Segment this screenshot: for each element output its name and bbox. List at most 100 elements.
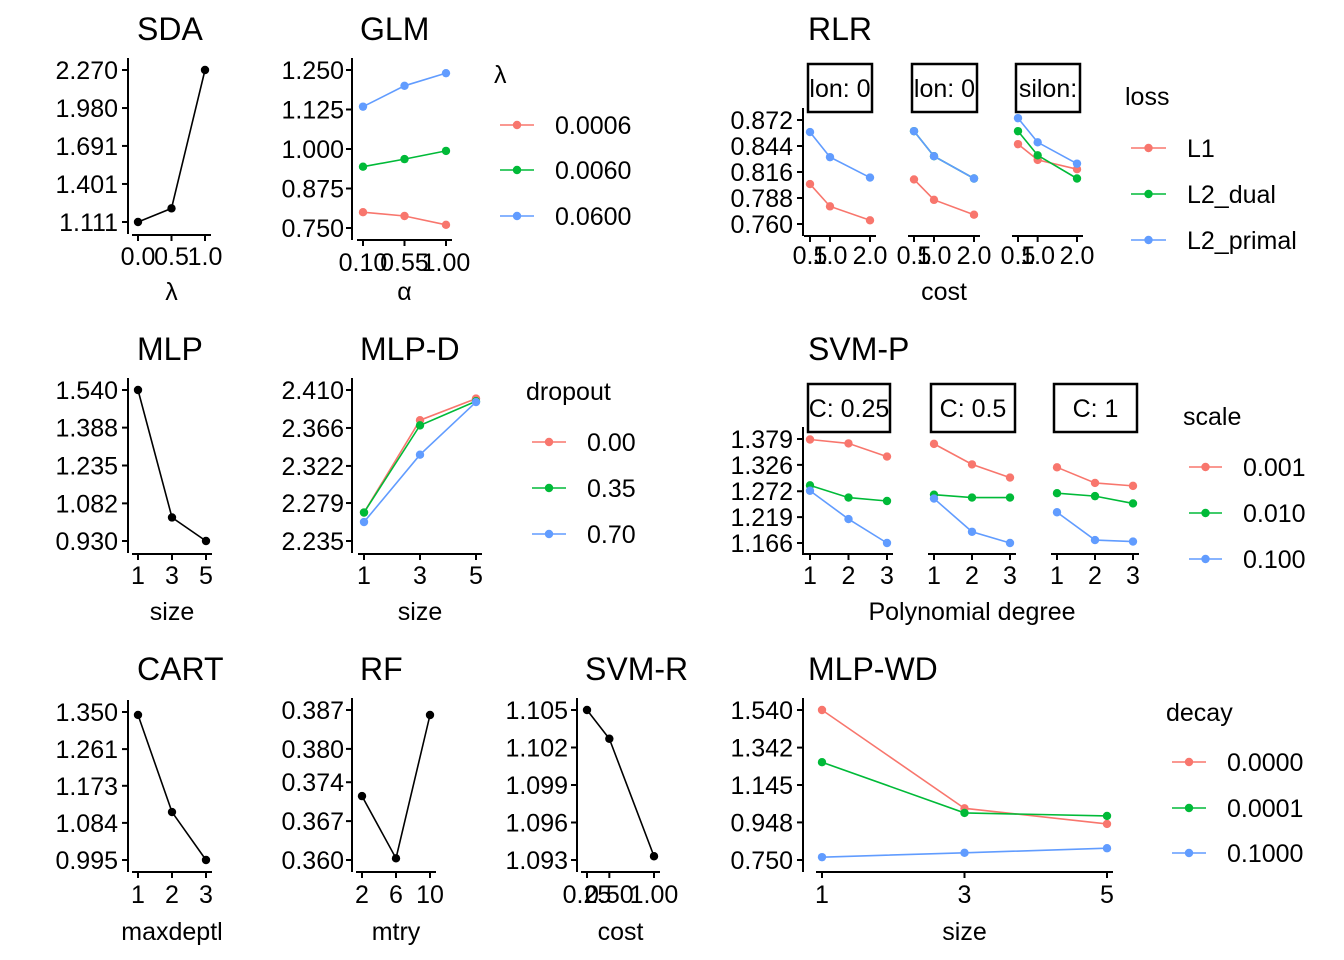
- chart-svmp-y-tick-label: 1.379: [730, 426, 793, 454]
- chart-svmp-x-tick-label: 2: [1088, 562, 1102, 590]
- chart-rlr-legend-key-point: [1144, 235, 1153, 245]
- chart-rlr-legend-label: L2_primal: [1187, 227, 1297, 255]
- chart-mlpd-title: MLP-D: [360, 331, 460, 367]
- chart-rlr-y-tick-label: 0.844: [730, 133, 793, 161]
- chart-svmp-data-point: [929, 494, 939, 503]
- chart-rlr-data-point: [1033, 151, 1042, 160]
- chart-mlpd-data-point: [359, 508, 369, 517]
- chart-mlpd-y-tick-label: 2.410: [281, 377, 344, 405]
- chart-mlpwd-y-tick-label: 1.145: [730, 772, 793, 800]
- chart-cart-x-tick-label: 2: [165, 881, 179, 909]
- chart-mlpwd-y-tick-label: 0.948: [730, 809, 793, 837]
- chart-rlr-x-tick-label: 0.5: [793, 242, 828, 270]
- chart-rlr-x-axis-label: cost: [921, 278, 967, 306]
- chart-svmr-y-tick-label: 1.093: [505, 847, 568, 875]
- chart-svmp-data-point: [1052, 508, 1062, 517]
- chart-mlpd-x-tick-label: 3: [413, 562, 427, 590]
- chart-svmr-title: SVM-R: [585, 651, 688, 687]
- chart-mlpwd-data-point: [1102, 811, 1112, 821]
- chart-cart-y-tick-label: 1.084: [55, 810, 118, 838]
- chart-svmp-facet-strip: [929, 382, 1017, 434]
- chart-rlr-facet-label: lon: 0: [809, 75, 870, 103]
- chart-svmp-title: SVM-P: [808, 331, 909, 367]
- chart-svmp-facet-strip: [806, 382, 892, 434]
- chart-mlpwd-x-tick-label: 5: [1100, 881, 1114, 909]
- chart-rlr-x-tick-label: 1.0: [1020, 242, 1055, 270]
- chart-svmp-data-point: [967, 460, 977, 469]
- chart-sda-series-line: [137, 69, 206, 223]
- chart-rlr-data-point: [1013, 113, 1023, 123]
- chart-rlr-legend-title: loss: [1125, 83, 1169, 111]
- chart-cart-title: CART: [137, 651, 224, 687]
- chart-mlpd-y-tick-label: 2.235: [281, 528, 344, 556]
- chart-glm-y-tick-label: 0.875: [281, 176, 344, 204]
- chart-mlpd-legend-label: 0.70: [587, 521, 636, 549]
- chart-cart-y-tick-label: 1.173: [55, 773, 118, 801]
- chart-rlr-x-tick-label: 0.5: [897, 242, 932, 270]
- chart-svmp-data-point: [805, 435, 815, 444]
- chart-mlpwd-data-point: [960, 808, 969, 818]
- chart-sda-data-point: [133, 217, 143, 227]
- chart-mlpwd-x-axis-label: size: [942, 918, 986, 946]
- chart-svmp-legend-label: 0.100: [1243, 546, 1306, 574]
- chart-mlpd-legend-key-point: [544, 483, 554, 493]
- chart-rlr-data-point: [1072, 174, 1082, 183]
- chart-rlr-title: RLR: [808, 11, 872, 47]
- chart-sda-y-tick-label: 1.691: [55, 133, 118, 161]
- chart-mlpwd-title: MLP-WD: [808, 651, 938, 687]
- chart-mlpd-data-point: [471, 397, 481, 407]
- chart-mlp-y-tick-label: 1.540: [55, 377, 118, 405]
- chart-rlr-series-line: [913, 130, 975, 180]
- chart-mlpwd-data-point: [817, 705, 827, 715]
- chart-svmr-series-line: [586, 709, 655, 857]
- chart-glm-data-point: [441, 68, 451, 78]
- chart-rlr-facet-strip: [806, 62, 874, 114]
- chart-glm-legend-key-point: [512, 120, 522, 130]
- chart-sda-x-tick-label: 0.5: [154, 243, 189, 271]
- chart-mlpd-data-point: [415, 421, 425, 430]
- chart-svmp-facet-label: C: 1: [1073, 395, 1119, 423]
- chart-rf-data-point: [357, 791, 367, 801]
- chart-mlp-x-tick-label: 1: [131, 562, 145, 590]
- chart-rf-title: RF: [360, 651, 403, 687]
- chart-svmp-data-point: [1128, 499, 1138, 508]
- chart-svmp-data-point: [1005, 493, 1015, 502]
- chart-mlpd-legend-key-point: [544, 529, 554, 539]
- chart-svmp-y-tick-label: 1.166: [730, 530, 793, 558]
- chart-rf-x-axis-label: mtry: [372, 918, 421, 946]
- chart-rlr-data-point: [929, 195, 939, 205]
- chart-svmr-x-axis-label: cost: [598, 918, 644, 946]
- chart-mlpd-x-tick-label: 5: [469, 562, 483, 590]
- chart-cart-y-tick-label: 1.261: [55, 736, 118, 764]
- chart-svmp-x-tick-label: 3: [1003, 562, 1017, 590]
- chart-mlpwd-x-tick-label: 1: [815, 881, 829, 909]
- chart-rlr-facet-label: lon: 0: [914, 75, 975, 103]
- chart-glm-data-point: [358, 102, 368, 111]
- chart-glm-x-axis-label: α: [397, 278, 411, 306]
- chart-svmp-y-tick-label: 1.219: [730, 504, 793, 532]
- chart-glm-legend-title: λ: [494, 61, 507, 89]
- chart-sda-x-axis-label: λ: [165, 278, 178, 306]
- chart-mlpd-legend-key-point: [544, 437, 554, 447]
- chart-svmp-data-point: [882, 452, 892, 461]
- chart-mlpd-data-point: [359, 517, 369, 527]
- chart-svmr-data-point: [582, 705, 592, 715]
- chart-mlp-x-axis-label: size: [150, 598, 194, 626]
- chart-svmr-y-tick-label: 1.099: [505, 772, 568, 800]
- chart-rf-data-point: [425, 710, 435, 720]
- chart-glm-data-point: [358, 208, 368, 217]
- chart-svmp-x-axis-label: Polynomial degree: [868, 598, 1075, 626]
- chart-rf-y-tick-label: 0.380: [281, 736, 344, 764]
- chart-sda-y-tick-label: 1.980: [55, 95, 118, 123]
- chart-rlr-data-point: [1033, 138, 1042, 147]
- chart-glm-title: GLM: [360, 11, 429, 47]
- chart-rlr-data-point: [825, 152, 835, 162]
- chart-rlr-data-point: [969, 210, 979, 219]
- chart-svmp-legend-key-point: [1201, 508, 1210, 518]
- chart-svmr-y-tick-label: 1.096: [505, 810, 568, 838]
- chart-mlp-x-tick-label: 5: [199, 562, 213, 590]
- chart-sda-y-tick-label: 1.401: [55, 171, 118, 199]
- chart-mlp-title: MLP: [137, 331, 203, 367]
- chart-svmr-x-tick-label: 1.00: [630, 881, 679, 909]
